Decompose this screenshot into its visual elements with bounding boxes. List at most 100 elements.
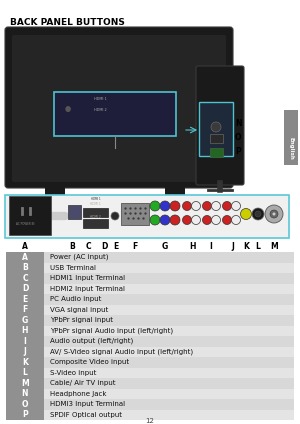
Circle shape bbox=[255, 211, 261, 217]
Circle shape bbox=[202, 215, 211, 224]
FancyBboxPatch shape bbox=[6, 252, 44, 262]
Text: Headphone Jack: Headphone Jack bbox=[50, 391, 106, 397]
Text: J: J bbox=[232, 242, 234, 251]
Circle shape bbox=[223, 215, 232, 224]
Text: O: O bbox=[22, 400, 28, 409]
FancyBboxPatch shape bbox=[6, 336, 294, 346]
Text: YPbPr signal input: YPbPr signal input bbox=[50, 317, 113, 323]
FancyBboxPatch shape bbox=[6, 273, 44, 284]
FancyBboxPatch shape bbox=[6, 368, 44, 378]
Text: AV/ S-Video signal Audio input (left/right): AV/ S-Video signal Audio input (left/rig… bbox=[50, 349, 193, 355]
Text: H: H bbox=[22, 326, 28, 335]
FancyBboxPatch shape bbox=[6, 357, 44, 368]
Circle shape bbox=[182, 201, 191, 210]
FancyBboxPatch shape bbox=[6, 315, 294, 326]
Circle shape bbox=[241, 209, 251, 220]
FancyBboxPatch shape bbox=[30, 199, 200, 205]
FancyBboxPatch shape bbox=[199, 102, 233, 156]
Text: I: I bbox=[24, 337, 26, 346]
Circle shape bbox=[170, 215, 180, 225]
Text: L: L bbox=[22, 368, 27, 377]
FancyBboxPatch shape bbox=[9, 196, 51, 235]
Text: PC Audio input: PC Audio input bbox=[50, 296, 101, 302]
FancyBboxPatch shape bbox=[196, 66, 244, 185]
Circle shape bbox=[170, 201, 180, 211]
FancyBboxPatch shape bbox=[6, 346, 294, 357]
Text: B: B bbox=[22, 263, 28, 272]
Text: P: P bbox=[235, 148, 241, 156]
Circle shape bbox=[191, 215, 200, 224]
FancyBboxPatch shape bbox=[5, 195, 289, 238]
Text: G: G bbox=[22, 316, 28, 325]
FancyBboxPatch shape bbox=[6, 262, 44, 273]
FancyBboxPatch shape bbox=[6, 399, 44, 410]
FancyBboxPatch shape bbox=[83, 208, 108, 218]
FancyBboxPatch shape bbox=[6, 410, 44, 420]
Text: M: M bbox=[270, 242, 278, 251]
FancyBboxPatch shape bbox=[6, 326, 44, 336]
FancyBboxPatch shape bbox=[6, 262, 294, 273]
FancyBboxPatch shape bbox=[83, 219, 108, 228]
Text: HDMI 2: HDMI 2 bbox=[90, 215, 101, 219]
Text: D: D bbox=[101, 242, 107, 251]
Circle shape bbox=[223, 201, 232, 210]
Text: E: E bbox=[22, 295, 28, 304]
FancyBboxPatch shape bbox=[209, 148, 223, 156]
FancyBboxPatch shape bbox=[6, 378, 294, 388]
Circle shape bbox=[265, 205, 283, 223]
FancyBboxPatch shape bbox=[6, 346, 44, 357]
Text: G: G bbox=[162, 242, 168, 251]
FancyBboxPatch shape bbox=[165, 184, 185, 200]
FancyBboxPatch shape bbox=[54, 92, 176, 136]
FancyBboxPatch shape bbox=[6, 284, 44, 294]
Circle shape bbox=[212, 201, 220, 210]
Text: O: O bbox=[235, 134, 242, 142]
Text: M: M bbox=[21, 379, 29, 388]
Text: Cable/ Air TV input: Cable/ Air TV input bbox=[50, 380, 116, 386]
Text: N: N bbox=[22, 389, 28, 398]
Text: Audio output (left/right): Audio output (left/right) bbox=[50, 338, 133, 344]
FancyBboxPatch shape bbox=[45, 184, 65, 200]
FancyBboxPatch shape bbox=[6, 304, 294, 315]
FancyBboxPatch shape bbox=[12, 35, 226, 182]
Text: AC POWER IN: AC POWER IN bbox=[16, 222, 34, 226]
Circle shape bbox=[150, 201, 160, 211]
FancyBboxPatch shape bbox=[284, 110, 298, 165]
Text: BACK PANEL BUTTONS: BACK PANEL BUTTONS bbox=[10, 18, 125, 27]
FancyBboxPatch shape bbox=[6, 326, 294, 336]
Text: A: A bbox=[22, 253, 28, 262]
Text: J: J bbox=[24, 347, 26, 356]
FancyBboxPatch shape bbox=[6, 336, 44, 346]
Circle shape bbox=[202, 201, 211, 210]
Text: E: E bbox=[113, 242, 119, 251]
Circle shape bbox=[191, 201, 200, 210]
Text: B: B bbox=[69, 242, 75, 251]
Text: C: C bbox=[85, 242, 91, 251]
FancyBboxPatch shape bbox=[6, 378, 44, 388]
Circle shape bbox=[232, 201, 241, 210]
Text: English: English bbox=[289, 137, 293, 160]
FancyBboxPatch shape bbox=[6, 284, 294, 294]
Text: HDMI 1: HDMI 1 bbox=[91, 197, 101, 201]
FancyBboxPatch shape bbox=[6, 399, 294, 410]
Text: P: P bbox=[22, 410, 28, 419]
Text: H: H bbox=[189, 242, 195, 251]
Circle shape bbox=[232, 215, 241, 224]
FancyBboxPatch shape bbox=[6, 368, 294, 378]
Circle shape bbox=[212, 215, 220, 224]
Text: SPDIF Optical output: SPDIF Optical output bbox=[50, 412, 122, 418]
Circle shape bbox=[211, 122, 221, 132]
Text: HDMI 1: HDMI 1 bbox=[94, 97, 106, 101]
Text: I: I bbox=[210, 242, 212, 251]
Circle shape bbox=[150, 215, 160, 225]
FancyBboxPatch shape bbox=[6, 410, 294, 420]
FancyBboxPatch shape bbox=[6, 252, 294, 262]
FancyBboxPatch shape bbox=[121, 203, 149, 225]
Text: L: L bbox=[256, 242, 260, 251]
Text: 12: 12 bbox=[146, 418, 154, 424]
Text: Power (AC input): Power (AC input) bbox=[50, 254, 109, 260]
FancyBboxPatch shape bbox=[6, 294, 44, 304]
Circle shape bbox=[160, 201, 170, 211]
Circle shape bbox=[160, 215, 170, 225]
Text: K: K bbox=[243, 242, 249, 251]
